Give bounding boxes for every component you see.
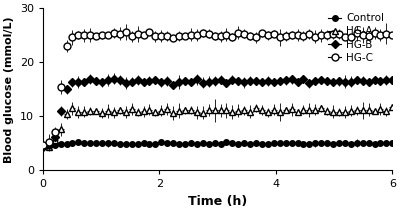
Y-axis label: Blood glucose (mmol/L): Blood glucose (mmol/L)	[4, 16, 14, 163]
Legend: Control, HG-A, HG-B, HG-C: Control, HG-A, HG-B, HG-C	[325, 10, 387, 66]
X-axis label: Time (h): Time (h)	[188, 195, 247, 208]
